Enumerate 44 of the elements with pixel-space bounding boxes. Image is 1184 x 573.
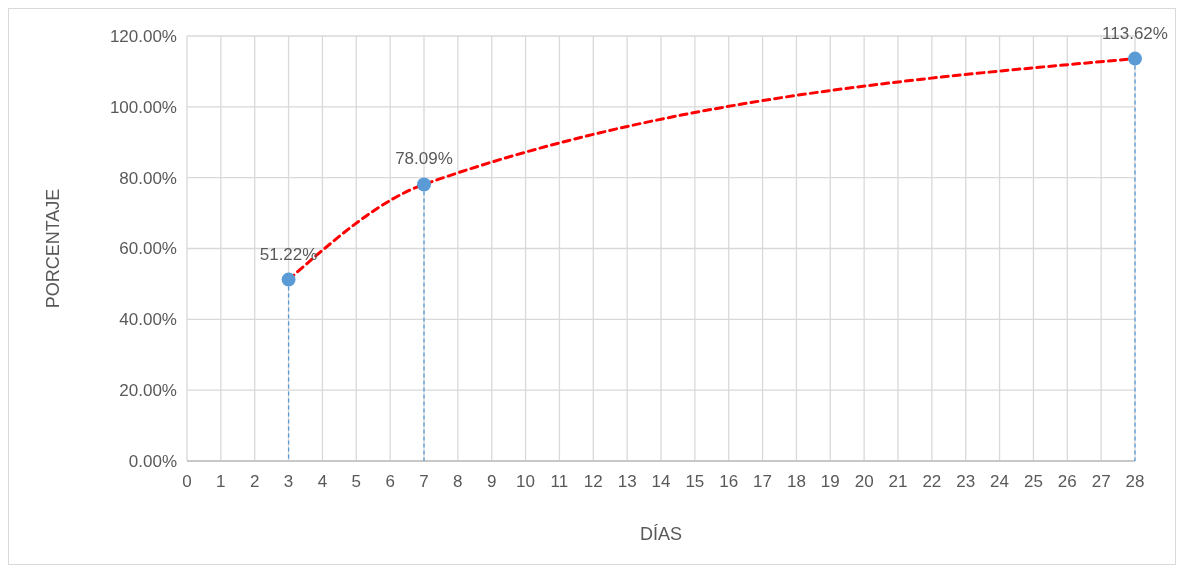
y-tick-label: 40.00%: [119, 310, 177, 330]
x-tick-label: 20: [854, 472, 874, 491]
x-tick-label: 11: [550, 472, 569, 491]
x-tick-label: 26: [1057, 472, 1077, 491]
x-tick-label: 15: [685, 472, 705, 491]
x-tick-label: 28: [1125, 472, 1145, 491]
x-tick-label: 14: [651, 472, 671, 491]
y-axis-title: PORCENTAJE: [43, 188, 63, 309]
point: [1128, 51, 1142, 66]
x-axis-title: DÍAS: [639, 524, 683, 544]
y-tick-label: 100.00%: [109, 97, 177, 117]
x-tick-label: 8: [453, 472, 463, 491]
point: [281, 272, 296, 287]
x-tick-label: 22: [922, 472, 942, 491]
x-tick-label: 9: [486, 472, 497, 491]
x-tick-label: 27: [1091, 472, 1111, 491]
y-tick-label: 80.00%: [119, 168, 177, 188]
data-label: 113.62%: [1102, 23, 1168, 43]
x-tick-label: 24: [990, 472, 1010, 491]
x-tick-label: 7: [419, 472, 429, 491]
point: [417, 177, 431, 192]
y-tick-label: 20.00%: [119, 381, 177, 401]
data-label: 78.09%: [395, 149, 453, 169]
x-tick-label: 17: [753, 472, 773, 491]
x-tick-label: 1: [216, 472, 226, 491]
x-tick-label: 25: [1023, 472, 1043, 491]
x-tick-label: 13: [617, 472, 637, 491]
x-tick-label: 2: [249, 472, 260, 491]
data-label: 51.22%: [259, 244, 318, 264]
y-tick-label: 60.00%: [119, 239, 177, 259]
x-tick-label: 5: [351, 472, 362, 491]
x-tick-label: 16: [719, 472, 739, 491]
x-tick-label: 3: [283, 472, 294, 491]
x-tick-label: 4: [317, 472, 328, 491]
x-tick-label: 0: [182, 472, 192, 491]
x-tick-label: 6: [385, 472, 395, 491]
y-tick-label: 0.00%: [128, 451, 177, 471]
x-tick-label: 12: [583, 472, 603, 491]
x-tick-label: 18: [786, 472, 806, 491]
x-tick-label: 10: [516, 472, 536, 491]
y-tick-label: 120.00%: [109, 26, 177, 46]
x-tick-label: 19: [820, 472, 840, 491]
x-tick-label: 21: [888, 472, 908, 491]
x-tick-label: 23: [956, 472, 976, 491]
